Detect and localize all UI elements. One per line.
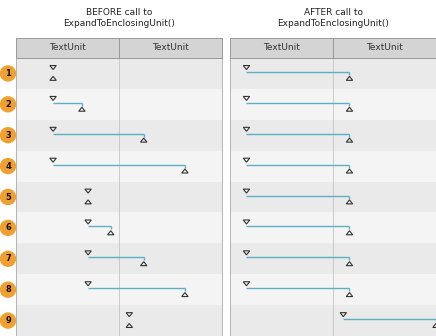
Text: 5: 5 — [5, 193, 11, 202]
Bar — [16, 274, 222, 305]
Bar — [230, 243, 436, 274]
Circle shape — [0, 128, 16, 143]
Text: 2: 2 — [5, 100, 11, 109]
Circle shape — [0, 66, 16, 81]
Bar — [16, 89, 222, 120]
Circle shape — [0, 220, 16, 236]
Bar — [230, 212, 436, 243]
Bar — [16, 151, 222, 181]
Bar — [230, 89, 436, 120]
Text: 7: 7 — [5, 254, 11, 263]
Bar — [16, 181, 222, 212]
Text: AFTER call to
ExpandToEnclosingUnit(): AFTER call to ExpandToEnclosingUnit() — [277, 8, 389, 28]
Bar — [230, 120, 436, 151]
Circle shape — [0, 190, 16, 205]
Text: TextUnit: TextUnit — [152, 43, 189, 52]
Bar — [16, 58, 222, 89]
Text: TextUnit: TextUnit — [49, 43, 86, 52]
Bar — [16, 58, 222, 336]
Text: 9: 9 — [5, 316, 11, 325]
Circle shape — [0, 97, 16, 112]
Circle shape — [0, 159, 16, 174]
Bar — [230, 151, 436, 181]
Text: 8: 8 — [5, 285, 11, 294]
Circle shape — [0, 282, 16, 297]
Bar — [230, 58, 436, 336]
Bar — [16, 120, 222, 151]
Circle shape — [0, 251, 16, 266]
Text: TextUnit: TextUnit — [263, 43, 300, 52]
Circle shape — [0, 313, 16, 328]
Bar — [230, 274, 436, 305]
Text: 1: 1 — [5, 69, 11, 78]
Bar — [230, 181, 436, 212]
Text: 4: 4 — [5, 162, 11, 171]
Bar — [16, 243, 222, 274]
Text: BEFORE call to
ExpandToEnclosingUnit(): BEFORE call to ExpandToEnclosingUnit() — [63, 8, 175, 28]
Bar — [230, 38, 436, 58]
Bar — [16, 38, 222, 58]
Text: TextUnit: TextUnit — [366, 43, 403, 52]
Bar — [16, 305, 222, 336]
Text: 3: 3 — [5, 131, 11, 140]
Bar — [230, 58, 436, 89]
Text: 6: 6 — [5, 223, 11, 233]
Bar — [16, 212, 222, 243]
Bar — [230, 305, 436, 336]
